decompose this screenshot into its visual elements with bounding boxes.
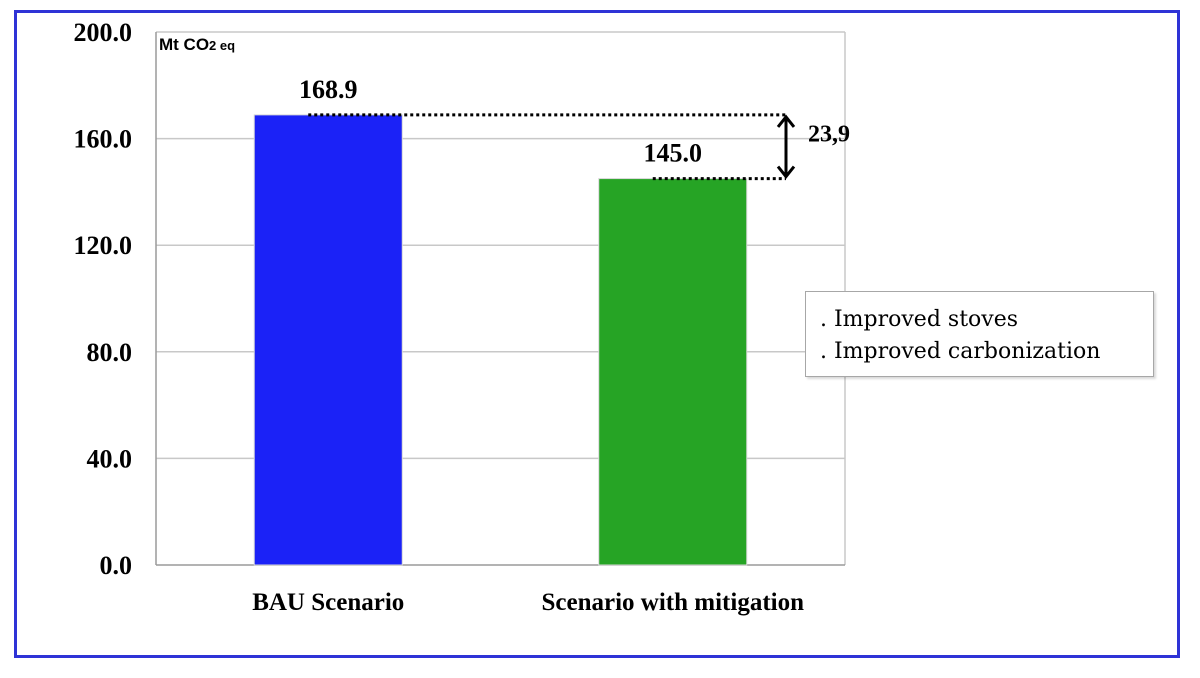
y-axis-unit-label: Mt CO2 eq — [159, 35, 235, 54]
x-category-label: Scenario with mitigation — [542, 589, 805, 616]
y-tick-label: 40.0 — [87, 444, 133, 473]
bar-value-label: 145.0 — [644, 139, 703, 168]
difference-arrow-head-up — [776, 114, 796, 128]
difference-arrow-head-down — [776, 165, 796, 179]
y-tick-label: 80.0 — [87, 338, 133, 367]
difference-label: 23,9 — [808, 122, 850, 148]
note-improved-stoves: . Improved stoves — [820, 307, 1019, 332]
y-tick-label: 0.0 — [100, 551, 133, 580]
bar-scenario-with-mitigation — [598, 178, 748, 566]
x-category-label: BAU Scenario — [252, 589, 404, 616]
y-tick-label: 200.0 — [74, 18, 133, 47]
mitigation-measures-box: . Improved stoves . Improved carbonizati… — [805, 291, 1154, 377]
bar-bau-scenario — [253, 114, 403, 566]
note-improved-carbonization: . Improved carbonization — [820, 339, 1101, 364]
y-tick-label: 160.0 — [74, 125, 133, 154]
y-tick-label: 120.0 — [74, 231, 133, 260]
bar-value-label: 168.9 — [299, 75, 358, 104]
